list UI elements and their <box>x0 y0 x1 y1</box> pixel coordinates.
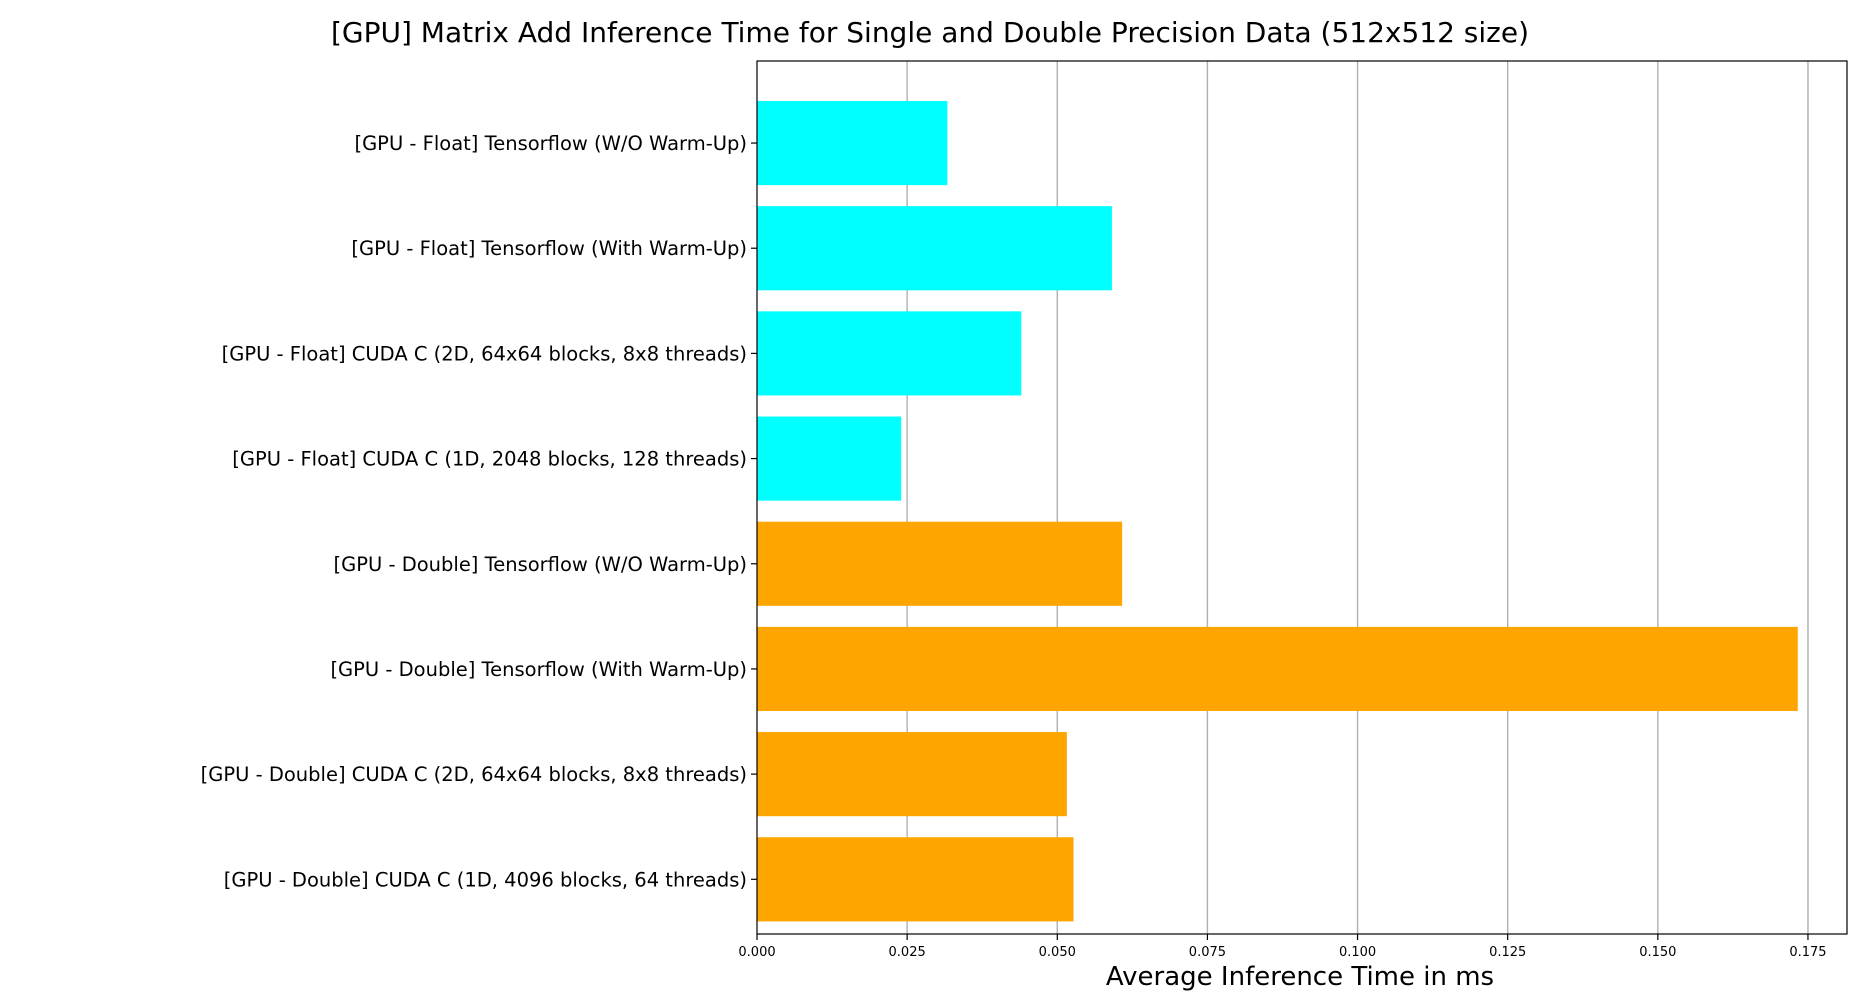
plot-frame <box>756 60 1848 935</box>
category-label: [GPU - Float] Tensorflow (With Warm-Up) <box>351 237 747 260</box>
bar <box>757 521 1123 606</box>
bar <box>757 206 1112 291</box>
category-label: [GPU - Double] CUDA C (1D, 4096 blocks, … <box>224 868 747 891</box>
bar <box>757 626 1798 712</box>
chart-title: [GPU] Matrix Add Inference Time for Sing… <box>331 16 1529 49</box>
bars <box>757 100 1798 922</box>
x-tick-label: 0.100 <box>1339 945 1376 960</box>
category-label: [GPU - Float] Tensorflow (W/O Warm-Up) <box>354 132 747 155</box>
bar <box>757 732 1067 817</box>
y-axis-categories: [GPU - Float] Tensorflow (W/O Warm-Up) [G… <box>201 132 757 891</box>
x-axis-label: Average Inference Time in ms <box>1106 962 1494 992</box>
bar <box>757 416 902 501</box>
category-label: [GPU - Float] CUDA C (2D, 64x64 blocks, … <box>222 342 747 365</box>
x-tick-label: 0.075 <box>1189 945 1226 960</box>
category-label: [GPU - Float] CUDA C (1D, 2048 blocks, 1… <box>232 448 747 471</box>
x-tick-label: 0.000 <box>738 945 775 960</box>
category-label: [GPU - Double] Tensorflow (With Warm-Up) <box>330 658 747 681</box>
axes <box>756 60 1848 935</box>
x-tick-label: 0.150 <box>1639 945 1676 960</box>
category-label: [GPU - Double] CUDA C (2D, 64x64 blocks,… <box>201 763 747 786</box>
bar <box>757 837 1074 922</box>
x-tick-label: 0.025 <box>889 945 926 960</box>
category-label: [GPU - Double] Tensorflow (W/O Warm-Up) <box>334 553 747 576</box>
x-axis-ticks: 0.000 0.025 0.050 0.075 0.100 0.125 0.150 0.175 <box>738 934 1827 960</box>
x-tick-label: 0.125 <box>1489 945 1526 960</box>
x-tick-label: 0.050 <box>1039 945 1076 960</box>
bar <box>757 100 948 186</box>
bar <box>757 311 1022 396</box>
x-tick-label: 0.175 <box>1789 945 1826 960</box>
